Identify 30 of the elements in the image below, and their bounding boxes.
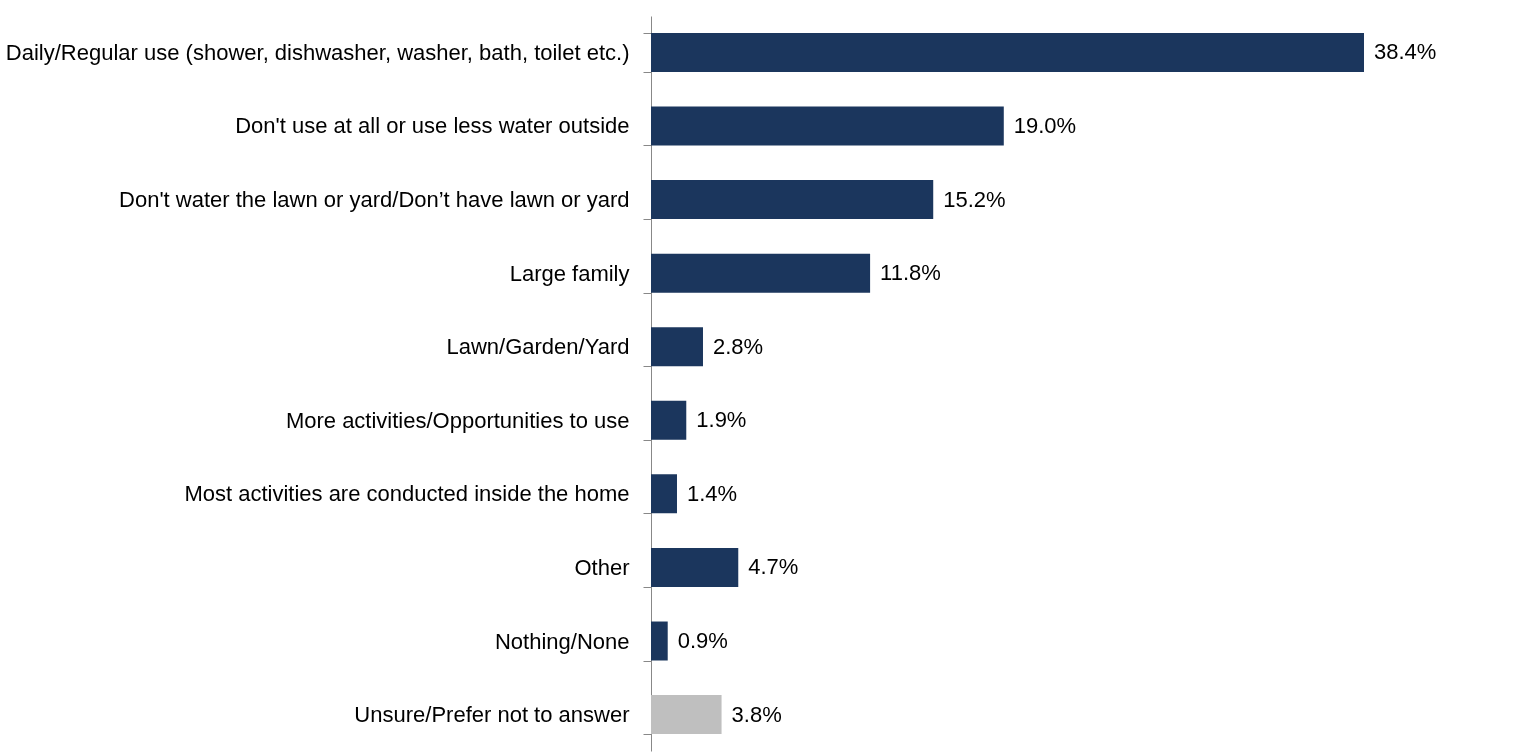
data-label: 0.9% <box>677 628 728 654</box>
y-tick-label: Don't use at all or use less water outside <box>235 113 630 139</box>
bar <box>651 106 1004 146</box>
y-tick-label: Other <box>574 554 630 580</box>
y-tick-label: Unsure/Prefer not to answer <box>354 702 630 728</box>
bar <box>651 695 722 735</box>
y-tick-label: Nothing/None <box>494 628 630 654</box>
bar <box>651 474 677 514</box>
data-label: 1.4% <box>686 480 738 506</box>
y-tick-label: Large family <box>509 260 630 286</box>
bar <box>651 547 739 587</box>
bar <box>651 400 687 440</box>
data-label: 15.2% <box>943 186 1006 212</box>
data-label: 38.4% <box>1374 39 1437 65</box>
bar <box>651 621 668 661</box>
y-tick-label: Don't water the lawn or yard/Don’t have lawn or yard <box>119 187 630 213</box>
data-label: 3.8% <box>731 701 782 727</box>
data-label: 4.7% <box>748 554 799 580</box>
bar <box>651 180 934 220</box>
y-tick-label: Lawn/Garden/Yard <box>446 334 630 360</box>
bar <box>651 32 1364 72</box>
data-label: 1.9% <box>696 407 747 433</box>
y-tick-label: Daily/Regular use (shower, dishwasher, washer, bath, toilet etc.) <box>5 39 630 65</box>
y-tick-label: Most activities are conducted inside the home <box>184 481 630 507</box>
bar <box>651 327 703 367</box>
bar <box>651 253 871 293</box>
data-label: 19.0% <box>1013 112 1077 138</box>
data-label: 11.8% <box>880 260 941 286</box>
data-label: 2.8% <box>712 333 764 359</box>
y-tick-label: More activities/Opportunities to use <box>285 407 630 433</box>
